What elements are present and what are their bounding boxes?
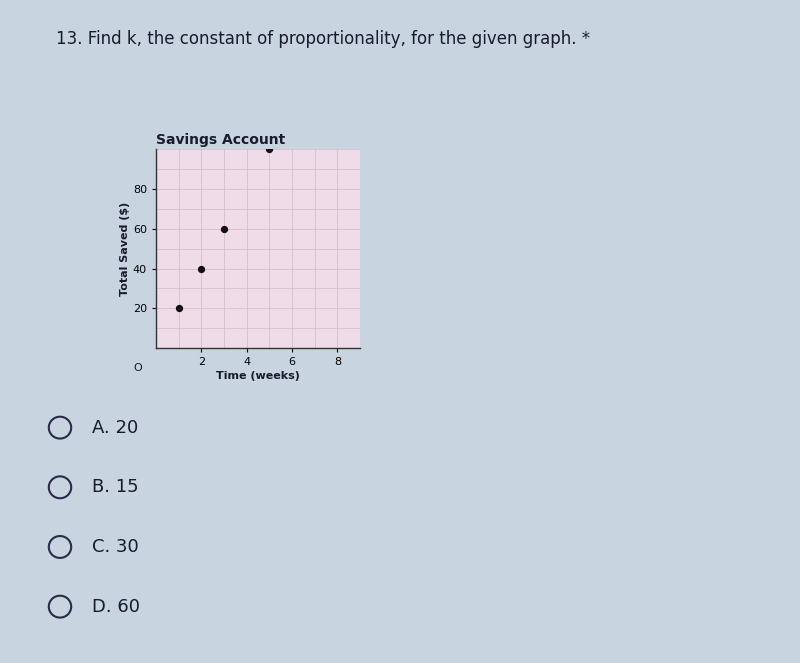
Text: B. 15: B. 15 xyxy=(92,478,138,497)
Text: 13. Find k, the constant of proportionality, for the given graph. *: 13. Find k, the constant of proportional… xyxy=(56,30,590,48)
Text: Savings Account: Savings Account xyxy=(156,133,286,147)
Text: A. 20: A. 20 xyxy=(92,418,138,437)
Text: O: O xyxy=(134,363,142,373)
Text: C. 30: C. 30 xyxy=(92,538,138,556)
Point xyxy=(218,223,230,234)
Point xyxy=(172,303,185,314)
X-axis label: Time (weeks): Time (weeks) xyxy=(216,371,300,381)
Point xyxy=(263,144,276,154)
Y-axis label: Total Saved ($): Total Saved ($) xyxy=(120,202,130,296)
Point xyxy=(195,263,208,274)
Text: D. 60: D. 60 xyxy=(92,597,140,616)
